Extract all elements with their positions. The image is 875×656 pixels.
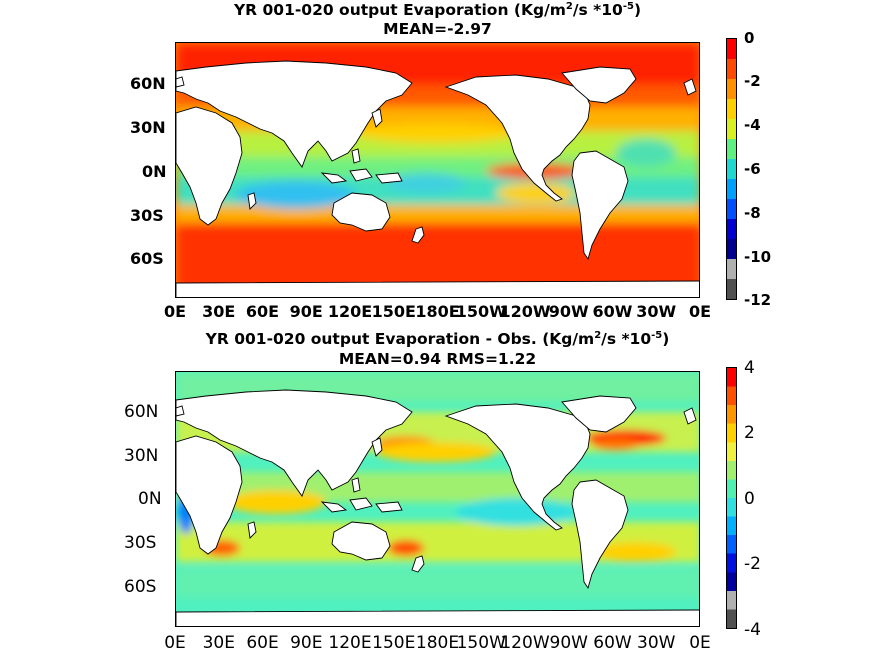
- x-tick-label: 90E: [289, 302, 323, 321]
- colorbar-tick-label: -12: [744, 291, 772, 309]
- x-tick-label: 90W: [549, 633, 588, 653]
- x-tick-label: 180E: [415, 302, 460, 321]
- x-tick-label: 0E: [164, 633, 186, 653]
- x-tick-label: 60W: [592, 302, 633, 321]
- x-tick-label: 30E: [202, 302, 236, 321]
- bottom-colorbar: [726, 367, 737, 629]
- x-tick-label: 180E: [415, 633, 460, 653]
- colorbar-tick-label: -6: [744, 160, 761, 178]
- x-tick-label: 60E: [246, 633, 279, 653]
- colorbar-tick-label: -4: [744, 620, 761, 640]
- x-tick-label: 0E: [688, 302, 712, 321]
- colorbar-tick-label: -10: [744, 248, 772, 266]
- y-tick-label: 30S: [130, 206, 164, 225]
- y-tick-label: 60S: [130, 249, 164, 268]
- top-evaporation-map: [175, 42, 700, 298]
- x-tick-label: 150E: [371, 302, 416, 321]
- x-tick-label: 30W: [637, 633, 676, 653]
- x-tick-label: 30W: [636, 302, 677, 321]
- colorbar-tick-label: -8: [744, 204, 761, 222]
- colorbar-tick-label: -4: [744, 116, 761, 134]
- x-tick-label: 90E: [290, 633, 323, 653]
- x-tick-label: 0E: [163, 302, 187, 321]
- colorbar-tick-label: -2: [744, 554, 761, 574]
- x-tick-label: 120W: [499, 302, 551, 321]
- bottom-evaporation-difference-map: [175, 371, 700, 627]
- x-tick-label: 120W: [500, 633, 550, 653]
- y-tick-label: 0N: [138, 489, 162, 509]
- colorbar-tick-label: 0: [744, 489, 755, 509]
- top-map-title: YR 001-020 output Evaporation (Kg/m2/s *…: [233, 0, 642, 19]
- bottom-map-graphic: [176, 372, 699, 626]
- x-tick-label: 120E: [328, 633, 372, 653]
- top-map-subtitle: MEAN=-2.97: [383, 20, 492, 38]
- colorbar-tick-label: 4: [744, 358, 755, 378]
- colorbar-tick-label: 2: [744, 423, 755, 443]
- top-colorbar: [726, 38, 737, 300]
- x-tick-label: 90W: [548, 302, 589, 321]
- x-tick-label: 120E: [327, 302, 373, 321]
- bottom-map-subtitle: MEAN=0.94 RMS=1.22: [338, 350, 537, 368]
- x-tick-label: 150E: [372, 633, 416, 653]
- x-tick-label: 60W: [593, 633, 632, 653]
- x-tick-label: 0E: [689, 633, 711, 653]
- x-tick-label: 150W: [455, 302, 507, 321]
- x-tick-label: 30E: [202, 633, 235, 653]
- y-tick-label: 30N: [130, 118, 166, 137]
- y-tick-label: 30S: [124, 533, 157, 553]
- colorbar-tick-label: 0: [744, 29, 755, 47]
- y-tick-label: 60N: [130, 74, 166, 93]
- y-tick-label: 0N: [142, 162, 167, 181]
- colorbar-tick-label: -2: [744, 72, 761, 90]
- x-tick-label: 60E: [245, 302, 280, 321]
- top-map-graphic: [176, 43, 699, 297]
- y-tick-label: 30N: [124, 446, 159, 466]
- x-tick-label: 150W: [456, 633, 506, 653]
- bottom-map-title: YR 001-020 output Evaporation - Obs. (Kg…: [205, 329, 670, 348]
- y-tick-label: 60N: [124, 402, 159, 422]
- y-tick-label: 60S: [124, 577, 157, 597]
